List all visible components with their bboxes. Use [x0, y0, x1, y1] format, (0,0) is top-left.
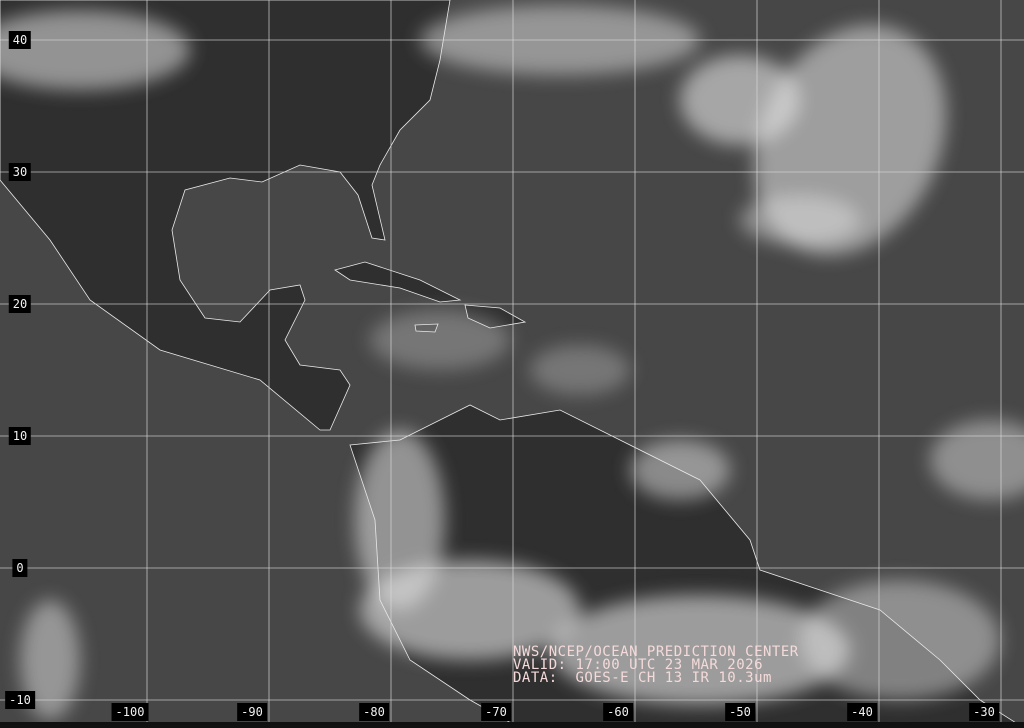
longitude-label: -50 — [725, 703, 755, 721]
longitude-label: -70 — [481, 703, 511, 721]
caption-valid-time: VALID: 17:00 UTC 23 MAR 2026 — [513, 657, 764, 673]
latitude-label: 30 — [8, 163, 32, 181]
bottom-border — [0, 722, 1024, 728]
longitude-label: -30 — [969, 703, 999, 721]
cuba — [334, 261, 462, 303]
latitude-label: 20 — [8, 295, 32, 313]
longitude-label: -80 — [359, 703, 389, 721]
latitude-label: 0 — [12, 559, 28, 577]
longitude-label: -40 — [847, 703, 877, 721]
caption-agency: NWS/NCEP/OCEAN PREDICTION CENTER — [513, 644, 799, 660]
product-caption: NWS/NCEP/OCEAN PREDICTION CENTER VALID: 1… — [513, 644, 799, 686]
latitude-label: -10 — [5, 691, 35, 709]
longitude-label: -90 — [237, 703, 267, 721]
longitude-label: -100 — [111, 703, 149, 721]
caption-data-source: DATA: GOES-E CH 13 IR 10.3um — [513, 670, 772, 686]
north-america — [0, 0, 451, 431]
longitude-label: -60 — [603, 703, 633, 721]
latitude-label: 40 — [8, 31, 32, 49]
latitude-label: 10 — [8, 427, 32, 445]
